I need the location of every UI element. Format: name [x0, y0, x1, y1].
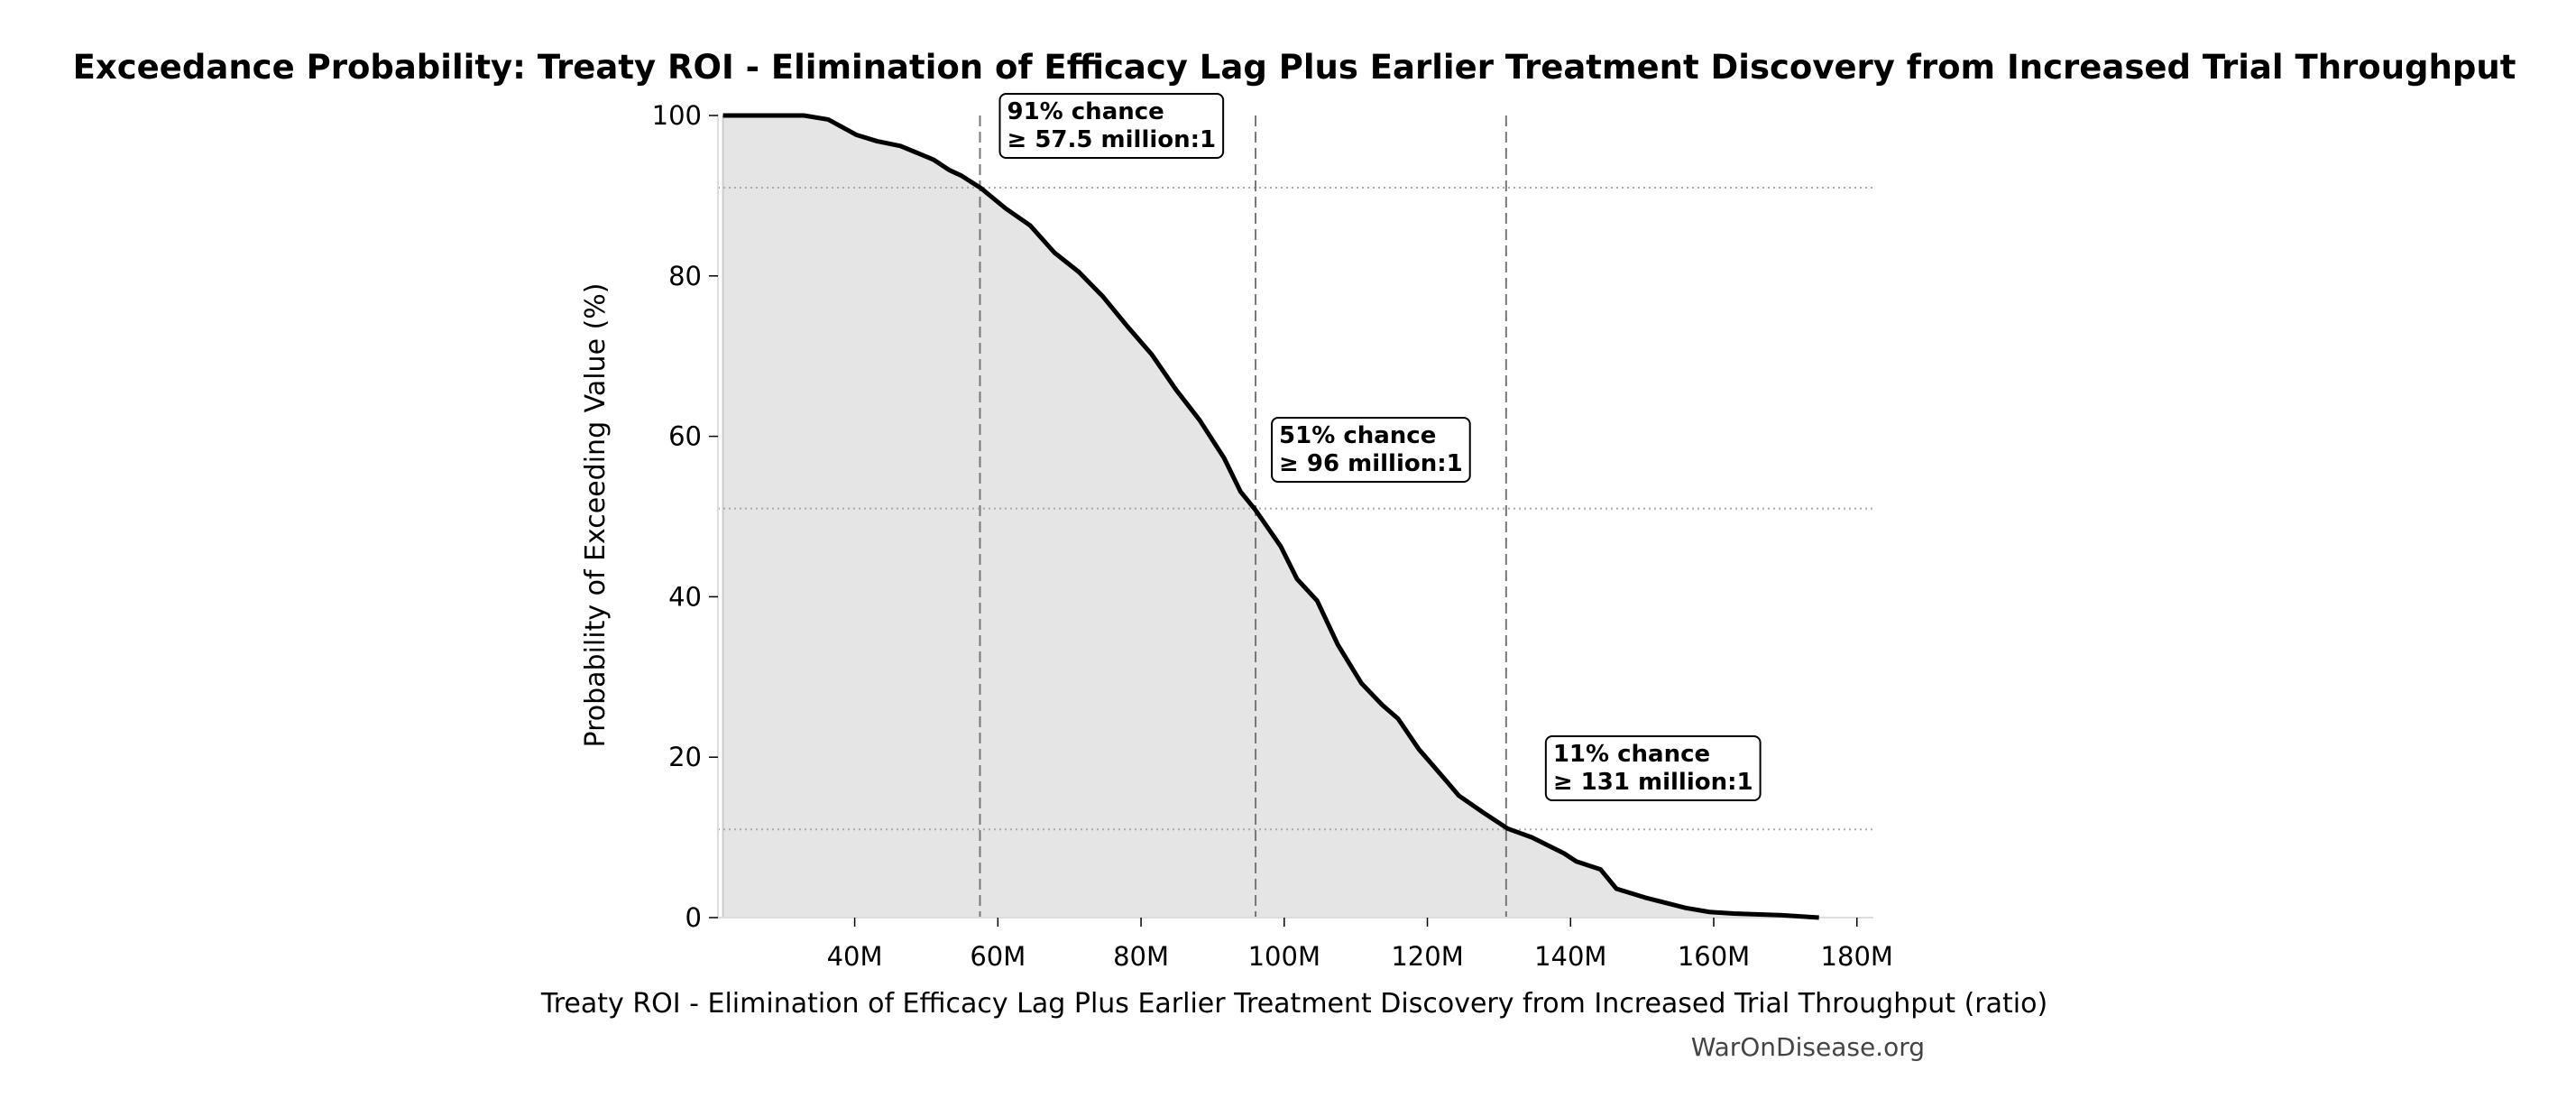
annotation-frame [1271, 417, 1471, 483]
x-tick-label: 100M [1248, 941, 1320, 972]
x-tick-label: 120M [1391, 941, 1463, 972]
annotation-line-1: 11% chance [1553, 741, 1710, 768]
y-tick-label: 60 [668, 421, 702, 452]
y-tick-label: 40 [668, 581, 702, 612]
y-axis-label: Probability of Exceeding Value (%) [580, 283, 612, 748]
annotation-box: 91% chance≥ 57.5 million:1 [998, 93, 1225, 159]
annotation-frame [998, 93, 1225, 159]
annotation-line-1: 91% chance [1007, 98, 1164, 125]
annotation-line-2: ≥ 96 million:1 [1279, 450, 1463, 477]
watermark: WarOnDisease.org [1691, 1032, 1925, 1062]
x-tick-label: 140M [1534, 941, 1606, 972]
annotation-box: 11% chance≥ 131 million:1 [1544, 735, 1762, 801]
x-tick-label: 180M [1821, 941, 1893, 972]
annotation-box: 51% chance≥ 96 million:1 [1271, 417, 1471, 483]
x-tick-label: 80M [1113, 941, 1169, 972]
y-tick-label: 20 [668, 742, 702, 772]
exceedance-curve [722, 113, 1819, 920]
y-tick-label: 100 [652, 100, 702, 131]
area-fill [722, 115, 1819, 918]
annotation-line-1: 51% chance [1279, 422, 1436, 449]
annotation-line-2: ≥ 57.5 million:1 [1007, 126, 1216, 153]
annotation-frame [1544, 735, 1762, 801]
x-tick-label: 40M [827, 941, 883, 972]
plot-area: 0 20 40 60 80 100 40M 60M 80M 100M 120M 140M 160M 180… [652, 93, 1893, 972]
annotation-line-2: ≥ 131 million:1 [1553, 769, 1753, 796]
y-tick-label: 80 [668, 261, 702, 291]
x-axis-label: Treaty ROI - Elimination of Efficacy Lag… [540, 988, 2047, 1020]
x-tick-label: 60M [970, 941, 1026, 972]
x-tick-label: 160M [1678, 941, 1750, 972]
y-tick-label: 0 [685, 902, 702, 933]
chart-title: Exceedance Probability: Treaty ROI - Eli… [73, 48, 2516, 87]
